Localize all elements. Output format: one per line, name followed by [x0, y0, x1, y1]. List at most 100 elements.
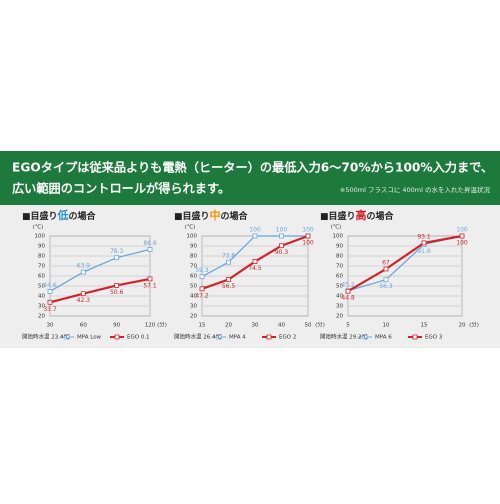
- y-tick-label: 40: [190, 294, 197, 300]
- x-tick-label: 10: [383, 323, 390, 329]
- y-tick-label: 20: [190, 314, 197, 320]
- y-tick-label: 70: [190, 264, 197, 270]
- legend-marker: [362, 334, 368, 340]
- legend-label: MPA 6: [375, 335, 392, 341]
- chart-title: ■目盛り高の場合: [320, 208, 395, 222]
- x-tick-label: 30: [47, 323, 54, 329]
- plot-frame: [347, 235, 463, 317]
- x-tick-label: 15: [421, 323, 428, 329]
- y-tick-label: 50: [190, 284, 197, 290]
- value-label: 86.6: [143, 240, 157, 247]
- value-label: 42.3: [77, 297, 91, 304]
- chart-title: ■目盛り低の場合: [22, 208, 97, 222]
- y-tick-label: 100: [333, 234, 344, 240]
- value-label: 91.6: [417, 248, 431, 255]
- y-tick-label: 20: [336, 314, 343, 320]
- x-tick-label: 15: [199, 323, 206, 329]
- value-label: 56.3: [379, 283, 393, 290]
- series-line: [49, 277, 151, 304]
- value-label: 67: [382, 260, 390, 267]
- value-label: 57.1: [143, 282, 157, 289]
- point: [459, 233, 465, 239]
- point: [147, 246, 153, 252]
- banner-note: ※500ml フラスコに 400ml の水を入れた昇温状況: [340, 185, 491, 194]
- value-label: 56.5: [222, 283, 236, 290]
- title-part: 中: [210, 208, 221, 222]
- x-tick-label: 60: [80, 323, 87, 329]
- value-label: 100: [276, 227, 288, 234]
- y-tick-label: 70: [336, 264, 343, 270]
- y-tick-label: 100: [187, 234, 198, 240]
- point: [80, 291, 86, 297]
- x-tick-label: 30: [252, 323, 259, 329]
- value-label: 100: [302, 227, 314, 234]
- y-tick-label: 100: [35, 234, 46, 240]
- y-tick-label: 80: [190, 254, 197, 260]
- y-tick-label: 60: [190, 274, 197, 280]
- title-part: ■目盛り: [320, 210, 356, 222]
- y-tick-label: 40: [38, 294, 45, 300]
- point: [279, 243, 284, 249]
- y-tick-label: 30: [190, 304, 197, 310]
- value-label: 50.6: [110, 289, 124, 296]
- value-label: 33.7: [43, 306, 57, 313]
- point: [226, 259, 231, 265]
- value-label: 44.6: [43, 282, 57, 289]
- chart-note: 開始時水温 26.4℃: [174, 333, 222, 341]
- point: [114, 282, 120, 288]
- x-tick-label: 20: [459, 323, 466, 329]
- point: [252, 259, 258, 264]
- legend-marker: [216, 334, 222, 340]
- banner-line: 広い範囲のコントロールが得られます。: [12, 181, 230, 196]
- legend-marker: [114, 334, 120, 340]
- y-tick-label: 50: [38, 284, 45, 290]
- point: [80, 269, 86, 275]
- x-unit: (分): [157, 321, 167, 329]
- value-label: 63.9: [77, 263, 91, 270]
- value-label: 73.8: [222, 253, 236, 260]
- value-label: 45.2: [341, 281, 355, 288]
- y-tick-label: 80: [38, 254, 45, 260]
- value-label: 78.3: [110, 248, 124, 255]
- y-unit: (℃): [33, 224, 43, 231]
- y-tick-label: 60: [336, 274, 343, 280]
- point: [199, 274, 205, 280]
- x-tick-label: 40: [278, 323, 285, 329]
- point: [199, 286, 205, 292]
- y-tick-label: 90: [38, 244, 45, 250]
- x-tick-label: 50: [305, 323, 312, 329]
- legend-label: MPA Low: [77, 335, 102, 341]
- y-tick-label: 60: [38, 274, 45, 280]
- y-unit: (℃): [331, 224, 341, 231]
- chart-note: 開始時水温 29.2℃: [320, 333, 368, 341]
- value-label: 100: [456, 227, 468, 234]
- x-tick-label: 20: [225, 323, 232, 329]
- y-tick-label: 40: [336, 294, 343, 300]
- point: [147, 276, 153, 282]
- y-tick-label: 20: [38, 314, 45, 320]
- title-part: 低: [57, 208, 69, 222]
- title-part: ■目盛り: [22, 210, 58, 222]
- series-line: [49, 248, 151, 292]
- point: [421, 240, 427, 246]
- y-tick-label: 90: [190, 244, 197, 250]
- point: [226, 277, 231, 282]
- legend-label: EGO 0.1: [127, 335, 150, 341]
- point: [383, 277, 389, 283]
- title-part: 高: [356, 208, 367, 222]
- point: [383, 266, 389, 272]
- point: [47, 288, 53, 294]
- y-tick-label: 30: [38, 304, 45, 310]
- x-unit: (分): [469, 321, 479, 329]
- point: [114, 255, 120, 261]
- banner: [0, 151, 500, 205]
- plot-frame: [49, 235, 151, 317]
- y-tick-label: 80: [336, 254, 343, 260]
- title-part: の場合: [69, 210, 97, 222]
- y-tick-label: 30: [336, 304, 343, 310]
- legend-label: MPA 4: [229, 335, 246, 341]
- point: [279, 233, 284, 239]
- y-tick-label: 70: [38, 264, 45, 270]
- banner-line: EGOタイプは従来品よりも電熱（ヒーター）の最低入力6～70%から100%入力ま…: [12, 160, 493, 175]
